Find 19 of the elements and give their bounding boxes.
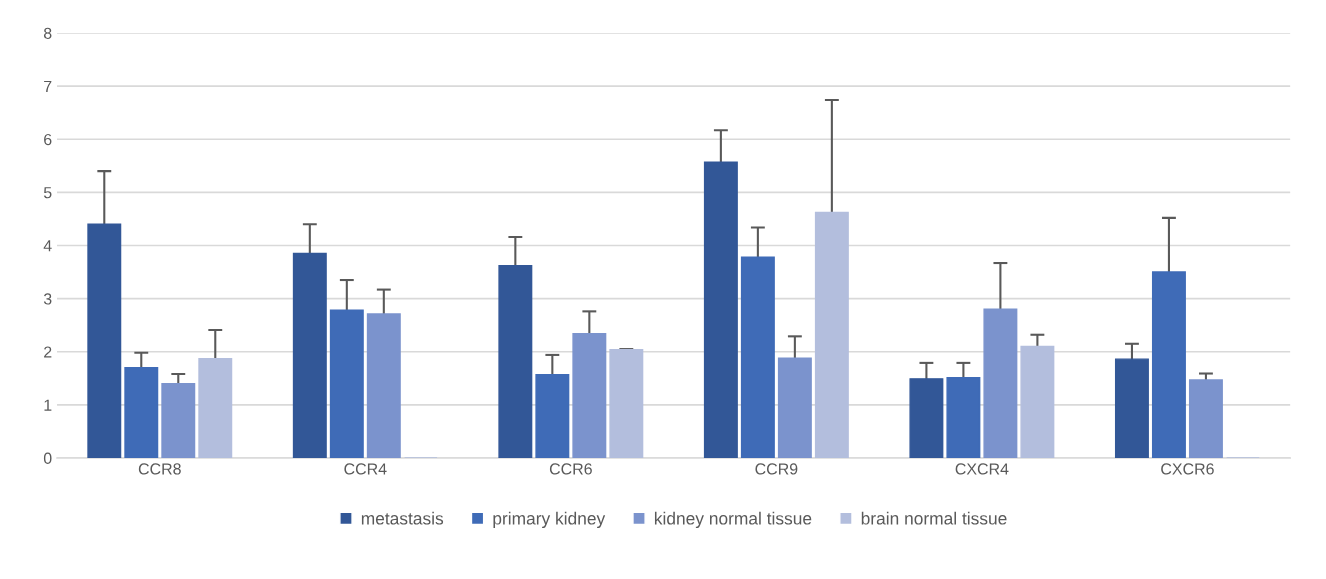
y-tick-label: 6 <box>44 133 52 146</box>
y-tick-label: 5 <box>43 187 52 199</box>
y-tick-label: 2 <box>44 346 52 358</box>
y-tick-label: 8 <box>43 27 52 39</box>
y-tick-label: 1 <box>44 399 52 411</box>
legend-label: primary kidney <box>493 511 606 529</box>
y-tick-label: 7 <box>44 80 52 92</box>
x-tick-label: CXCR6 <box>1161 463 1214 475</box>
x-tick-label: CCR4 <box>344 463 387 475</box>
y-tick-label: 0 <box>43 452 52 464</box>
y-tick-label: 4 <box>43 240 52 252</box>
legend-label: kidney normal tissue <box>654 511 812 529</box>
x-tick-label: CCR8 <box>138 463 181 475</box>
x-tick-label: CCR9 <box>755 463 798 475</box>
x-tick-label: CXCR4 <box>955 463 1009 475</box>
legend-label: metastasis <box>361 511 444 525</box>
legend-label: brain normal tissue <box>861 511 1007 525</box>
x-tick-label: CCR6 <box>549 463 592 475</box>
y-tick-label: 3 <box>43 293 52 305</box>
